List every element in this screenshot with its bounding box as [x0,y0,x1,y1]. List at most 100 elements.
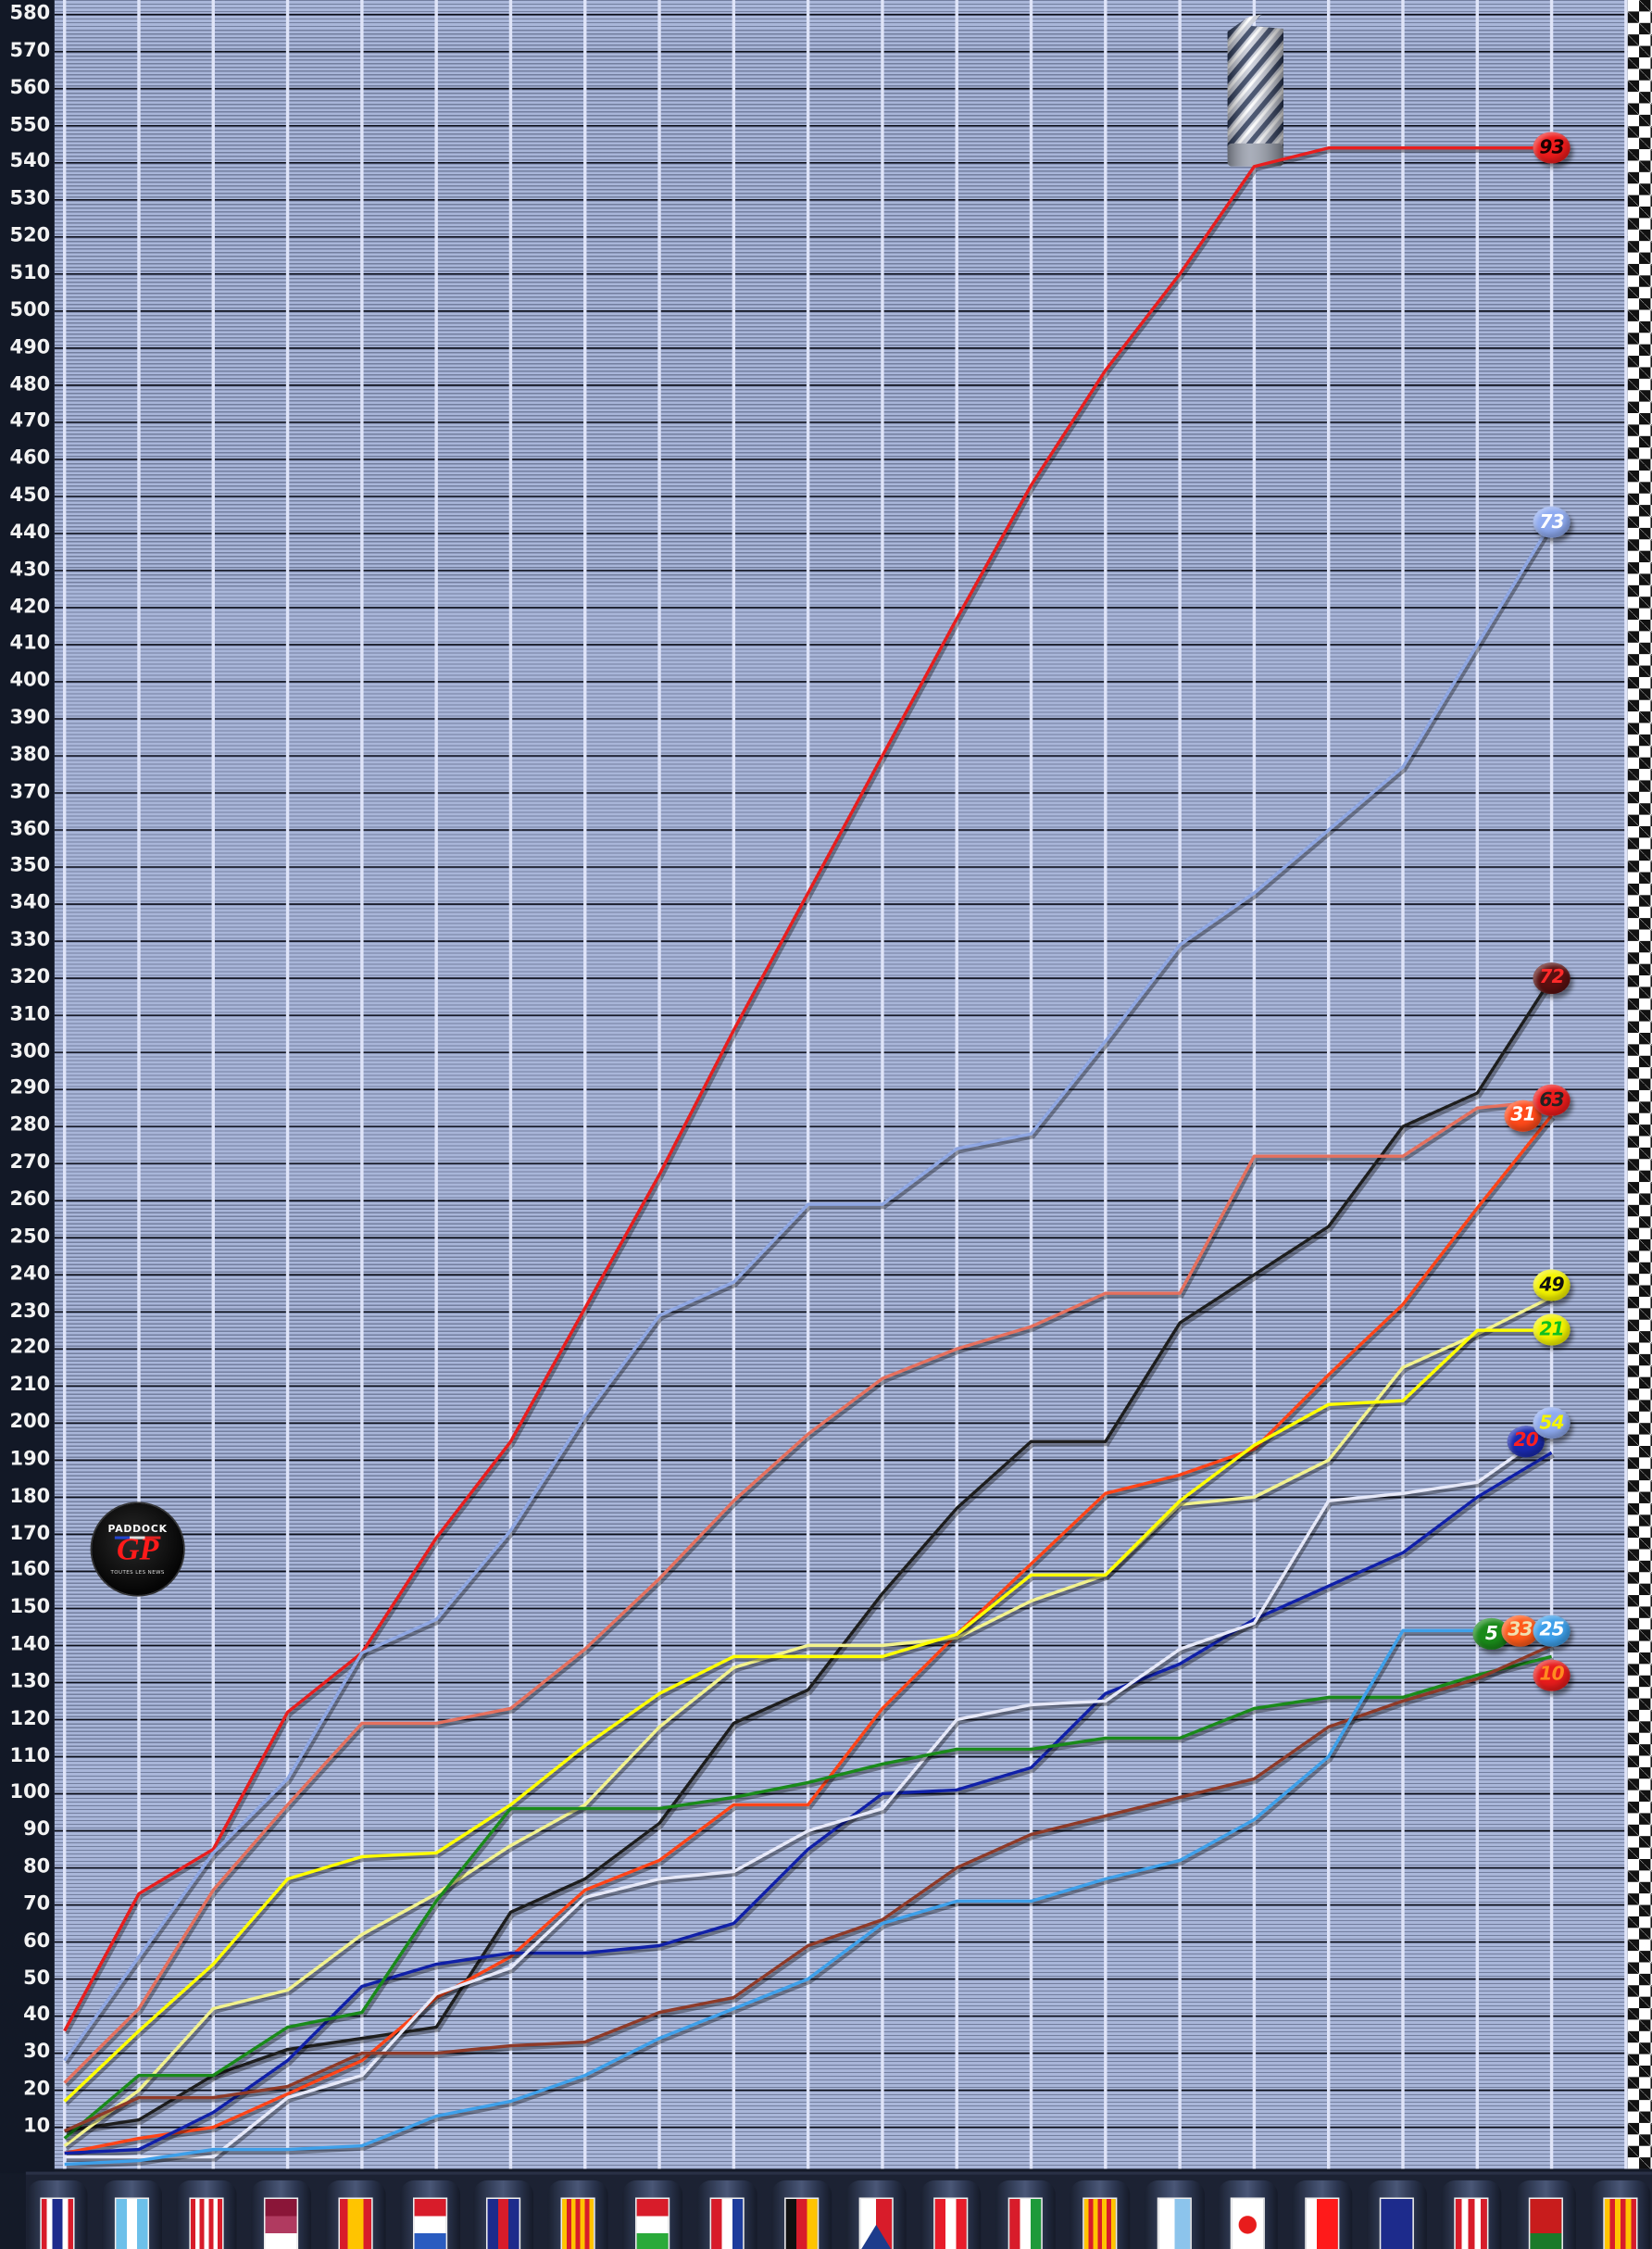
y-tick-label: 380 [9,743,51,767]
y-tick-label: 560 [9,76,51,99]
rider-badge-21: 21 [1533,1314,1571,1347]
y-tick-label: 110 [9,1743,51,1767]
y-tick-label: 280 [9,1113,51,1137]
y-tick-label: 170 [9,1521,51,1545]
y-tick-label: 20 [23,2078,51,2101]
rider-badge-63: 63 [1533,1085,1571,1117]
flag-qatar-icon [263,2197,298,2249]
rider-badge-72: 72 [1533,962,1571,995]
y-tick-label: 310 [9,1002,51,1026]
rider-badge-33: 33 [1501,1615,1539,1647]
y-tick-label: 260 [9,1187,51,1212]
y-tick-label: 200 [9,1410,51,1434]
flag-portugal-icon [1528,2197,1563,2249]
y-axis: 10 20 30 40 50 60 70 80 90 100 110 120 130 140 150 160 1… [0,0,55,2174]
y-tick-label: 250 [9,1225,51,1249]
y-tick-label: 330 [9,928,51,952]
y-tick-label: 30 [23,2040,51,2064]
series-shadow-63 [65,1101,1555,2088]
logo-tricolor-bar [114,1536,161,1539]
series-shadow-31 [66,1116,1556,2158]
rider-badge-25: 25 [1533,1615,1571,1647]
flag-catalunya-icon [1082,2197,1117,2249]
series-line-31 [64,1114,1553,2155]
flag-germany-icon [784,2197,820,2249]
race-tile [845,2180,907,2249]
logo-tagline: TOUTES LES NEWS [110,1569,165,1576]
y-tick-label: 350 [9,854,51,878]
race-tile [324,2180,385,2249]
y-tick-label: 410 [9,632,51,656]
race-tile [176,2180,237,2249]
race-tile [250,2180,311,2249]
y-tick-label: 60 [23,1929,51,1953]
y-tick-label: 580 [9,2,51,25]
series-line-72 [64,977,1554,2133]
series-line-73 [63,521,1554,2062]
series-shadow-25 [66,1631,1554,2169]
trophy-icon [1227,14,1283,167]
flag-thailand-icon [40,2197,75,2249]
race-tile [27,2180,88,2249]
flag-indonesia-icon [1305,2197,1340,2249]
series-line-33 [63,1643,1553,2133]
y-tick-label: 70 [23,1891,51,1916]
logo-text-top: PADDOCK [107,1523,168,1536]
flag-aragon-icon [560,2197,596,2249]
race-tile [399,2180,460,2249]
race-flags-bar [25,2171,1652,2249]
series-shadow-49 [65,1298,1555,2151]
flag-argentina-icon [114,2197,149,2249]
rider-badge-73: 73 [1533,506,1571,538]
race-tile [548,2180,609,2249]
y-tick-label: 460 [9,446,51,471]
y-tick-label: 160 [9,1558,51,1582]
race-tile [473,2180,534,2249]
y-tick-label: 360 [9,817,51,841]
race-tile [622,2180,683,2249]
y-tick-label: 270 [9,1150,51,1175]
y-tick-label: 210 [9,1373,51,1397]
y-tick-label: 390 [9,706,51,730]
y-tick-label: 340 [9,891,51,915]
rider-badge-49: 49 [1533,1270,1571,1302]
series-shadow-20 [66,1453,1555,2158]
y-tick-label: 480 [9,372,51,396]
y-tick-label: 530 [9,187,51,210]
series-shadow-21 [65,1331,1554,2106]
y-tick-label: 130 [9,1669,51,1693]
y-tick-label: 150 [9,1595,51,1619]
race-tile [1069,2180,1130,2249]
series-shadow-5 [65,1657,1555,2143]
y-tick-label: 470 [9,409,51,433]
y-tick-label: 490 [9,335,51,359]
y-tick-label: 10 [23,2115,51,2138]
race-tile [1590,2180,1651,2249]
y-tick-label: 90 [23,1817,51,1841]
chart-lines [54,0,1628,2169]
flag-czechia-icon [858,2197,894,2249]
race-tile [995,2180,1056,2249]
logo-text-main: GP [116,1530,159,1567]
y-tick-label: 520 [9,224,51,247]
y-tick-label: 510 [9,261,51,285]
y-tick-label: 370 [9,780,51,804]
race-tile [920,2180,981,2249]
series-shadow-93 [65,148,1554,2035]
series-line-49 [63,1295,1553,2147]
rider-badge-10: 10 [1533,1659,1571,1691]
race-tile [696,2180,757,2249]
series-line-63 [63,1099,1552,2084]
flag-australia-icon [1380,2197,1415,2249]
y-tick-label: 40 [23,2003,51,2027]
y-tick-label: 120 [9,1706,51,1730]
y-tick-label: 50 [23,1966,51,1990]
y-tick-label: 400 [9,669,51,693]
series-shadow-72 [66,980,1556,2136]
y-tick-label: 290 [9,1076,51,1100]
race-tile [1367,2180,1428,2249]
flag-austria-icon [932,2197,968,2249]
y-tick-label: 230 [9,1299,51,1323]
y-tick-label: 420 [9,595,51,619]
